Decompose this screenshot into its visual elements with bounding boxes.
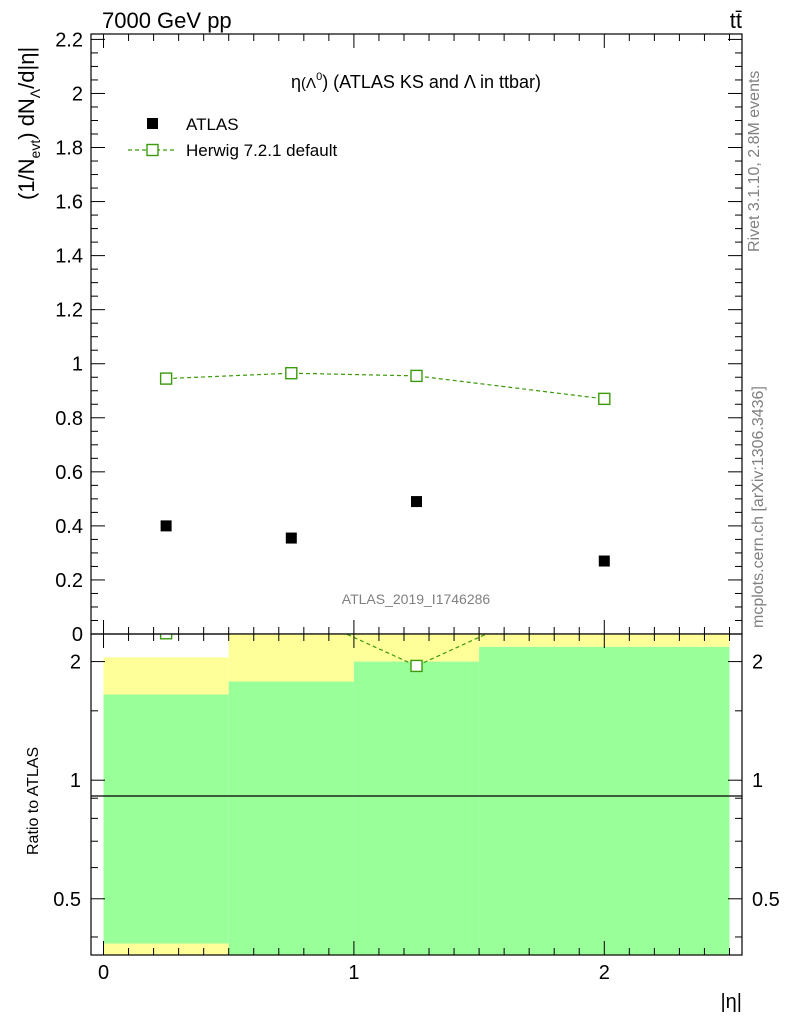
ratio-x-ticks: 0 1 2 — [98, 634, 730, 984]
ratio-y-tick-label-right: 1 — [752, 770, 763, 792]
main-y-tick-label: 0.2 — [55, 570, 83, 592]
analysis-id: ATLAS_2019_I1746286 — [342, 591, 491, 607]
main-panel: 0 0.2 0.4 0.6 0.8 1 1.2 1.4 1.6 1.8 2 2.2 η(Λ0) (AT… — [14, 29, 743, 646]
ratio-y-tick-label: 2 — [70, 652, 81, 674]
herwig-point — [285, 366, 298, 380]
ratio-green-band — [479, 646, 730, 955]
herwig-point — [159, 372, 173, 385]
atlas-point — [598, 555, 610, 567]
main-points — [159, 366, 611, 567]
herwig-point — [598, 392, 611, 406]
main-y-ticks: 0 0.2 0.4 0.6 0.8 1 1.2 1.4 1.6 1.8 2 2.2 — [55, 29, 742, 646]
main-y-tick-label: 1.4 — [55, 246, 83, 268]
rivet-label: Rivet 3.1.10, 2.8M events — [746, 71, 763, 252]
legend: ATLAS Herwig 7.2.1 default — [128, 115, 337, 160]
process-label: tt̄ — [730, 8, 742, 33]
ratio-frame — [90, 633, 743, 956]
legend-herwig-label: Herwig 7.2.1 default — [186, 141, 337, 160]
atlas-point — [411, 496, 422, 508]
legend-atlas-label: ATLAS — [186, 115, 239, 134]
herwig-point — [410, 369, 423, 383]
atlas-point — [160, 520, 172, 532]
ratio-y-tick-label: 1 — [70, 770, 81, 792]
x-tick-label: 1 — [348, 962, 359, 984]
ratio-y-axis-label: Ratio to ATLAS — [25, 747, 42, 855]
legend-herwig-marker — [146, 143, 159, 157]
ratio-panel: 0.5 0.5 1 1 2 2 0 1 2 Ratio to ATLAS |η| — [25, 575, 780, 1013]
main-y-tick-label: 1 — [72, 354, 83, 376]
energy-label: 7000 GeV pp — [102, 8, 232, 33]
legend-atlas-marker — [147, 118, 158, 129]
ratio-points — [159, 575, 610, 673]
ratio-yellow-band — [228, 634, 354, 682]
x-tick-label: 0 — [98, 962, 109, 984]
ratio-point — [599, 575, 610, 586]
ratio-yellow-band — [103, 657, 229, 695]
main-y-tick-label: 1.6 — [55, 192, 83, 214]
main-y-tick-label: 0.8 — [55, 408, 83, 430]
main-y-tick-label: 1.2 — [55, 300, 83, 322]
main-y-tick-label: 0.6 — [55, 462, 83, 484]
x-axis-label: |η| — [720, 991, 742, 1013]
ratio-green-band — [228, 681, 354, 955]
herwig-line — [166, 372, 605, 400]
ratio-green-band — [353, 661, 480, 955]
ratio-yellow-band-low — [103, 943, 229, 955]
ratio-y-tick-label-right: 2 — [752, 652, 763, 674]
main-y-tick-label: 0 — [72, 624, 83, 646]
x-tick-label: 2 — [599, 962, 610, 984]
ratio-green-band — [103, 694, 229, 955]
herwig-polyline — [166, 372, 605, 400]
main-y-tick-label: 0.4 — [55, 516, 83, 538]
ratio-y-ticks: 0.5 0.5 1 1 2 2 — [53, 652, 780, 938]
main-y-tick-label: 2.2 — [55, 29, 83, 51]
ratio-point — [286, 603, 297, 614]
atlas-point — [285, 532, 297, 544]
ratio-point — [159, 634, 173, 640]
main-x-ticks — [103, 34, 730, 634]
main-y-axis-label: (1/Nevt) dNΛ/d|η| — [14, 47, 43, 200]
mcplots-label: mcplots.cern.ch [arXiv:1306.3436] — [750, 386, 767, 628]
ratio-y-tick-label-right: 0.5 — [752, 889, 780, 911]
ratio-bands — [103, 634, 730, 955]
main-y-tick-label: 2 — [72, 83, 83, 105]
ratio-y-tick-label: 0.5 — [53, 889, 81, 911]
ratio-point — [410, 659, 423, 673]
ratio-yellow-band — [353, 634, 480, 662]
chart-title: η(Λ0) (ATLAS KS and Λ in ttbar) — [291, 71, 541, 92]
main-y-tick-label: 1.8 — [55, 138, 83, 160]
